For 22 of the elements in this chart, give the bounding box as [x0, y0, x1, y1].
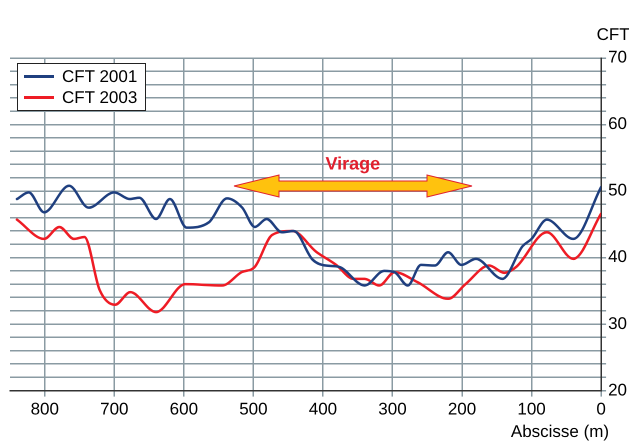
x-tick-label: 400: [308, 399, 338, 418]
x-tick-label: 100: [517, 399, 546, 418]
y-tick-label: 70: [608, 48, 628, 67]
y-tick-label: 40: [608, 247, 628, 266]
x-tick-label: 0: [596, 399, 606, 418]
x-tick-label: 700: [100, 399, 128, 418]
x-axis-title: Abscisse (m): [510, 422, 610, 442]
line-series: [16, 212, 602, 314]
x-tick-label: 500: [239, 399, 268, 418]
legend-label: CFT 2003: [62, 87, 138, 108]
x-tick-label: 200: [448, 399, 476, 418]
x-tick-label: 600: [170, 399, 198, 418]
x-tick-label: 800: [30, 399, 59, 418]
legend-label: CFT 2001: [62, 66, 138, 87]
y-axis-title: CFT: [596, 25, 629, 44]
y-tick-label: 30: [608, 314, 628, 333]
line-series: [16, 184, 602, 287]
y-tick-label: 60: [608, 114, 628, 134]
annotation: Virage: [325, 153, 380, 174]
y-tick-label: 20: [608, 380, 628, 400]
y-tick-label: 50: [608, 180, 628, 200]
x-tick-label: 300: [378, 399, 407, 418]
